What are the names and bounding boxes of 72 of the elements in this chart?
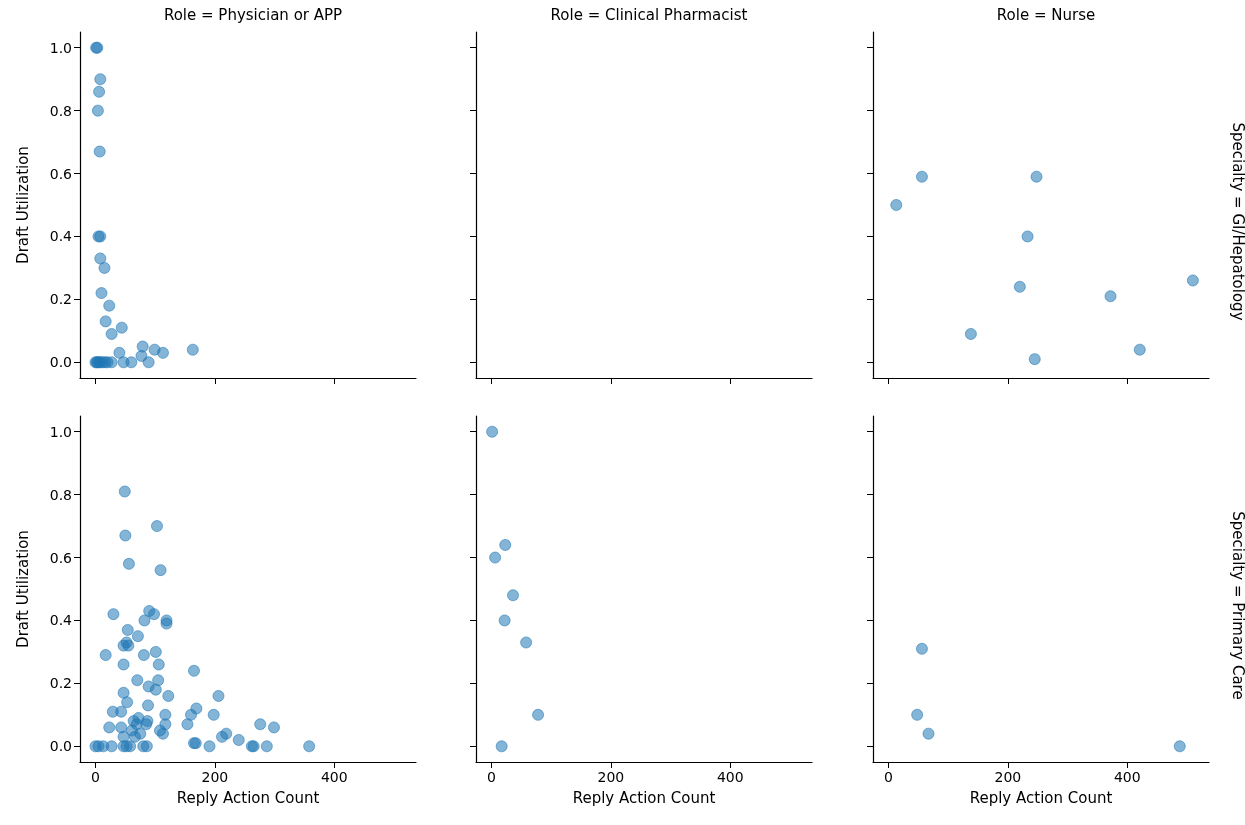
point [922,727,935,740]
point [532,708,545,721]
point [1028,353,1041,366]
y-tick-label: 1.0 [49,423,72,440]
x-axis-title: Reply Action Count [176,788,320,807]
y-axis-title: Draft Utilization [13,530,32,648]
x-tick-label: 400 [320,769,348,785]
y-tick-label: 1.0 [49,39,72,56]
point [94,252,107,265]
point [1133,343,1146,356]
point [103,299,116,312]
point [489,551,502,564]
y-tick-label: 0.4 [49,612,73,629]
point [142,356,155,369]
point [915,642,928,655]
point [1173,740,1186,753]
point [113,346,126,359]
point [93,145,106,158]
x-tick-label: 400 [1113,769,1141,785]
point [911,708,924,721]
point [95,287,108,300]
point [498,614,511,627]
y-axis-title: Draft Utilization [13,146,32,264]
y-tick-label: 0.4 [49,228,73,245]
x-tick-label: 400 [716,769,744,785]
point [486,425,499,438]
y-tick-label: 0.8 [49,486,72,503]
text: Specialty = Primary Care [1228,511,1245,700]
point [91,104,104,117]
x-tick-label: 200 [201,769,229,785]
x-tick-label: 0 [487,769,496,785]
x-tick-label: 200 [994,769,1022,785]
chart-title: Role = Physician or APP [163,5,343,24]
point [890,199,903,211]
point [136,340,149,353]
point [135,349,148,362]
point [1021,230,1034,243]
chart-title: Role = Nurse [996,5,1096,24]
x-tick-label: 0 [884,769,893,785]
point [499,538,512,551]
text: Specialty = GI/Hepatology [1228,122,1245,321]
point [105,327,118,340]
x-axis-title: Reply Action Count [969,788,1113,807]
y-tick-label: 0.0 [49,738,72,755]
point [1104,290,1117,303]
point [156,346,169,359]
point [105,356,118,369]
point [507,589,519,602]
point [1186,274,1199,287]
point [1013,280,1026,293]
x-tick-label: 200 [597,769,625,785]
chart-title: Role = Clinical Pharmacist [550,5,748,24]
y-tick-label: 0.2 [49,291,72,308]
point [125,356,138,369]
point [115,321,128,334]
x-tick-label: 0 [91,769,100,785]
x-axis-title: Reply Action Count [572,788,716,807]
point [495,740,508,753]
point [1030,170,1043,183]
point [915,170,928,183]
point [98,261,111,274]
point [99,315,112,328]
y-tick-label: 0.6 [49,549,73,566]
point [964,327,977,340]
y-tick-label: 0.2 [49,675,72,692]
point [93,85,106,98]
point [186,343,199,356]
y-tick-label: 0.0 [49,354,72,371]
point [520,636,533,649]
y-tick-label: 0.6 [49,165,73,182]
y-tick-label: 0.8 [49,102,72,119]
point [94,73,107,86]
